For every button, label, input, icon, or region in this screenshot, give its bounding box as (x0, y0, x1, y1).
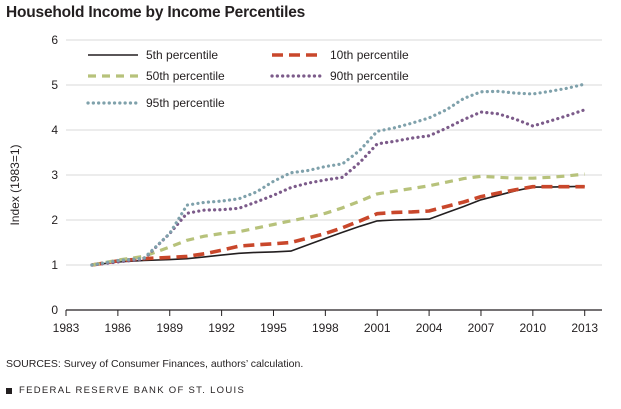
x-tick-label-2001: 2001 (364, 321, 391, 335)
x-tick-label-2010: 2010 (519, 321, 546, 335)
legend-label-10th-percentile: 10th percentile (330, 48, 409, 62)
y-tick-label-4: 4 (51, 123, 58, 137)
series-line-10th-percentile (91, 184, 585, 267)
series-line-90th-percentile (90, 108, 587, 267)
y-tick-label-3: 3 (51, 168, 58, 182)
line-chart: 0 1 2 3 4 5 6 1983 1986 1989 1992 1995 1998 2001 2004 2… (8, 33, 602, 335)
series-line-50th-percentile (91, 172, 585, 267)
x-tick-label-1983: 1983 (53, 321, 80, 335)
y-tick-label-2: 2 (51, 213, 58, 227)
legend-label-5th-percentile: 5th percentile (146, 48, 218, 62)
footer-square-icon (6, 387, 12, 394)
axes (65, 309, 602, 316)
x-tick-label-2007: 2007 (468, 321, 495, 335)
x-tick-label-1998: 1998 (312, 321, 339, 335)
chart-title: Household Income by Income Percentiles (6, 4, 306, 21)
legend-label-95th-percentile: 95th percentile (146, 96, 225, 110)
x-tick-label-2004: 2004 (416, 321, 443, 335)
legend: 5th percentile 10th percentile 50th percen… (86, 48, 409, 110)
legend-label-90th-percentile: 90th percentile (330, 69, 409, 83)
legend-label-50th-percentile: 50th percentile (146, 69, 225, 83)
footer: FEDERAL RESERVE BANK OF ST. LOUIS (6, 385, 245, 396)
series-line-5th-percentile (91, 185, 585, 266)
y-tick-label-6: 6 (51, 33, 58, 47)
x-tick-label-1989: 1989 (156, 321, 183, 335)
x-tick-label-1995: 1995 (260, 321, 287, 335)
tick-labels: 0 1 2 3 4 5 6 1983 1986 1989 1992 1995 1998 2001 2004 2… (51, 33, 598, 335)
gridlines (66, 39, 602, 266)
y-tick-label-5: 5 (51, 78, 58, 92)
y-tick-label-1: 1 (51, 258, 58, 272)
x-tick-label-2013: 2013 (571, 321, 598, 335)
x-tick-label-1992: 1992 (208, 321, 235, 335)
y-axis-label: Index (1983=1) (8, 144, 22, 225)
series-lines (90, 82, 587, 267)
series-line-95th-percentile (90, 82, 587, 267)
footer-label: FEDERAL RESERVE BANK OF ST. LOUIS (19, 385, 246, 396)
source-note: SOURCES: Survey of Consumer Finances, au… (6, 358, 304, 370)
y-tick-label-0: 0 (51, 303, 58, 317)
x-tick-label-1986: 1986 (105, 321, 132, 335)
